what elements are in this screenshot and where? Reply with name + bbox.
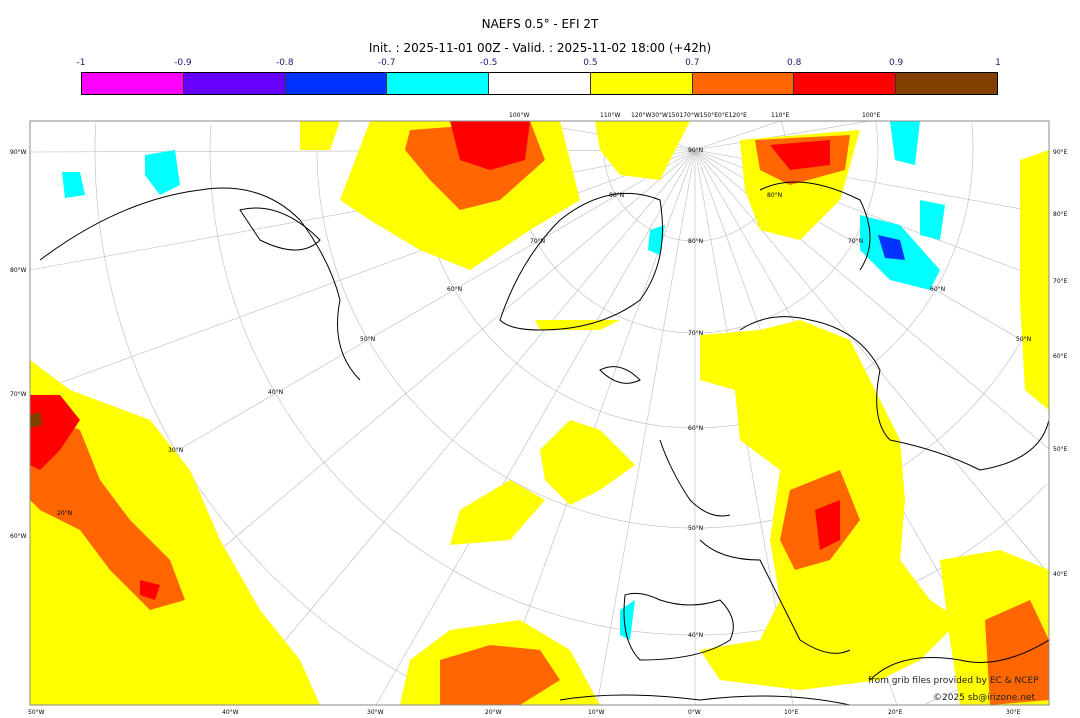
colorbar-segment <box>82 73 184 94</box>
source-credit: from grib files provided by EC & NCEP <box>868 676 1039 686</box>
map-lat-label: 40°N <box>688 632 703 639</box>
map-left-label: 70°W <box>10 391 27 398</box>
map-lat-label: 50°N <box>1016 336 1031 343</box>
colorbar-tick: 0.5 <box>583 58 598 68</box>
map-bottom-label: 10°E <box>784 709 799 716</box>
colorbar-segment <box>794 73 897 94</box>
map-lat-label: 50°N <box>360 336 375 343</box>
map-bottom-label: 30°W <box>367 709 384 716</box>
map-bottom-label: 50°W <box>28 709 45 716</box>
colorbar-tick: -1 <box>76 58 86 68</box>
map-lat-label: 80°N <box>609 192 624 199</box>
colorbar-tick: 1 <box>995 58 1001 68</box>
map-top-label: 120°W30°W150170°W150°E0°E120°E <box>631 112 747 119</box>
coastlines <box>39 181 1049 705</box>
colorbar-segment <box>183 73 286 94</box>
latitude-circle <box>316 123 1049 529</box>
map-bottom-label: 10°W <box>588 709 605 716</box>
map-lat-label: 80°N <box>767 192 782 199</box>
map-bottom-label: 20°W <box>485 709 502 716</box>
map-lat-label: 70°N <box>848 238 863 245</box>
colorbar-segment <box>285 73 388 94</box>
efi-field <box>30 121 1049 705</box>
map-top-label: 110°W <box>600 112 620 119</box>
map-top-label: 110°E <box>771 112 789 119</box>
colorbar-tick: 0.9 <box>888 58 904 68</box>
map-right-label: 60°E <box>1053 353 1068 360</box>
latitude-circle <box>416 123 974 429</box>
map-frame <box>29 120 1050 706</box>
colorbar-segment <box>692 73 795 94</box>
map-lat-label: 20°N <box>57 510 72 517</box>
map-right-label: 80°E <box>1053 211 1068 218</box>
colorbar-segment <box>896 73 998 94</box>
map-lat-label: 50°N <box>688 525 703 532</box>
map-bottom-label: 0°W <box>688 709 701 716</box>
colorbar-tick: -0.7 <box>377 58 396 68</box>
map-lat-label: 40°N <box>268 389 283 396</box>
map-bottom-label: 30°E <box>1006 709 1021 716</box>
colorbar <box>81 72 998 95</box>
map-right-label: 50°E <box>1053 446 1068 453</box>
colorbar-tick: -0.5 <box>479 58 498 68</box>
colorbar-tick: 0.8 <box>787 58 802 68</box>
map-lat-label: 60°N <box>447 286 462 293</box>
map-lat-label: 60°N <box>930 286 945 293</box>
map-top-label: 100°W <box>509 112 529 119</box>
colorbar-tick: 0.7 <box>685 58 700 68</box>
chart-subtitle: Init. : 2025-11-01 00Z - Valid. : 2025-1… <box>368 41 712 55</box>
map-lat-label: 60°N <box>688 425 703 432</box>
map-left-label: 60°W <box>10 533 27 540</box>
colorbar-segment <box>489 73 591 94</box>
map-lat-label: 70°N <box>688 330 703 337</box>
colorbar-tick: -0.8 <box>275 58 294 68</box>
map-right-label: 70°E <box>1053 278 1068 285</box>
colorbar-segment <box>590 73 693 94</box>
map-lat-label: 80°N <box>688 238 703 245</box>
colorbar-segment <box>387 73 490 94</box>
map-left-label: 90°W <box>10 149 27 156</box>
map-lat-label: 70°N <box>530 238 545 245</box>
map-left-label: 80°W <box>10 267 27 274</box>
chart-title: NAEFS 0.5° - EFI 2T <box>481 17 599 31</box>
map-right-label: 40°E <box>1053 571 1068 578</box>
map-lat-label: 30°N <box>168 447 183 454</box>
colorbar-tick: -0.9 <box>174 58 192 68</box>
map-right-label: 90°E <box>1053 149 1068 156</box>
map-top-label: 100°E <box>862 112 880 119</box>
copyright: ©2025 sb@irizone.net <box>933 693 1035 703</box>
map-bottom-label: 20°E <box>888 709 903 716</box>
map-bottom-label: 40°W <box>222 709 239 716</box>
map-lat-label: 90°N <box>688 147 703 154</box>
